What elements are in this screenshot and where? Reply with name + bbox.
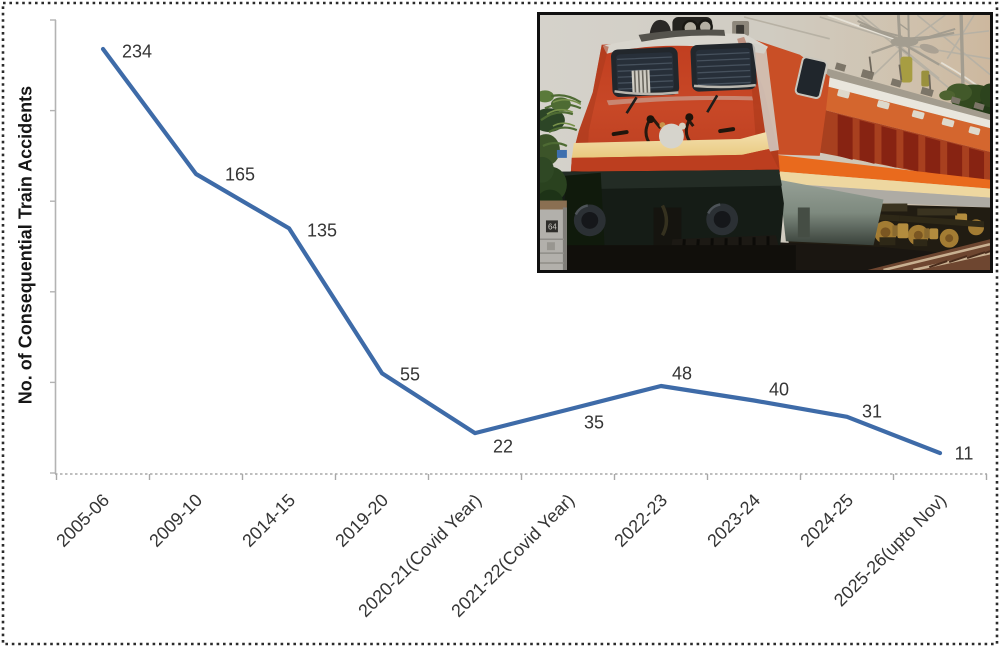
- svg-text:64: 64: [548, 222, 557, 231]
